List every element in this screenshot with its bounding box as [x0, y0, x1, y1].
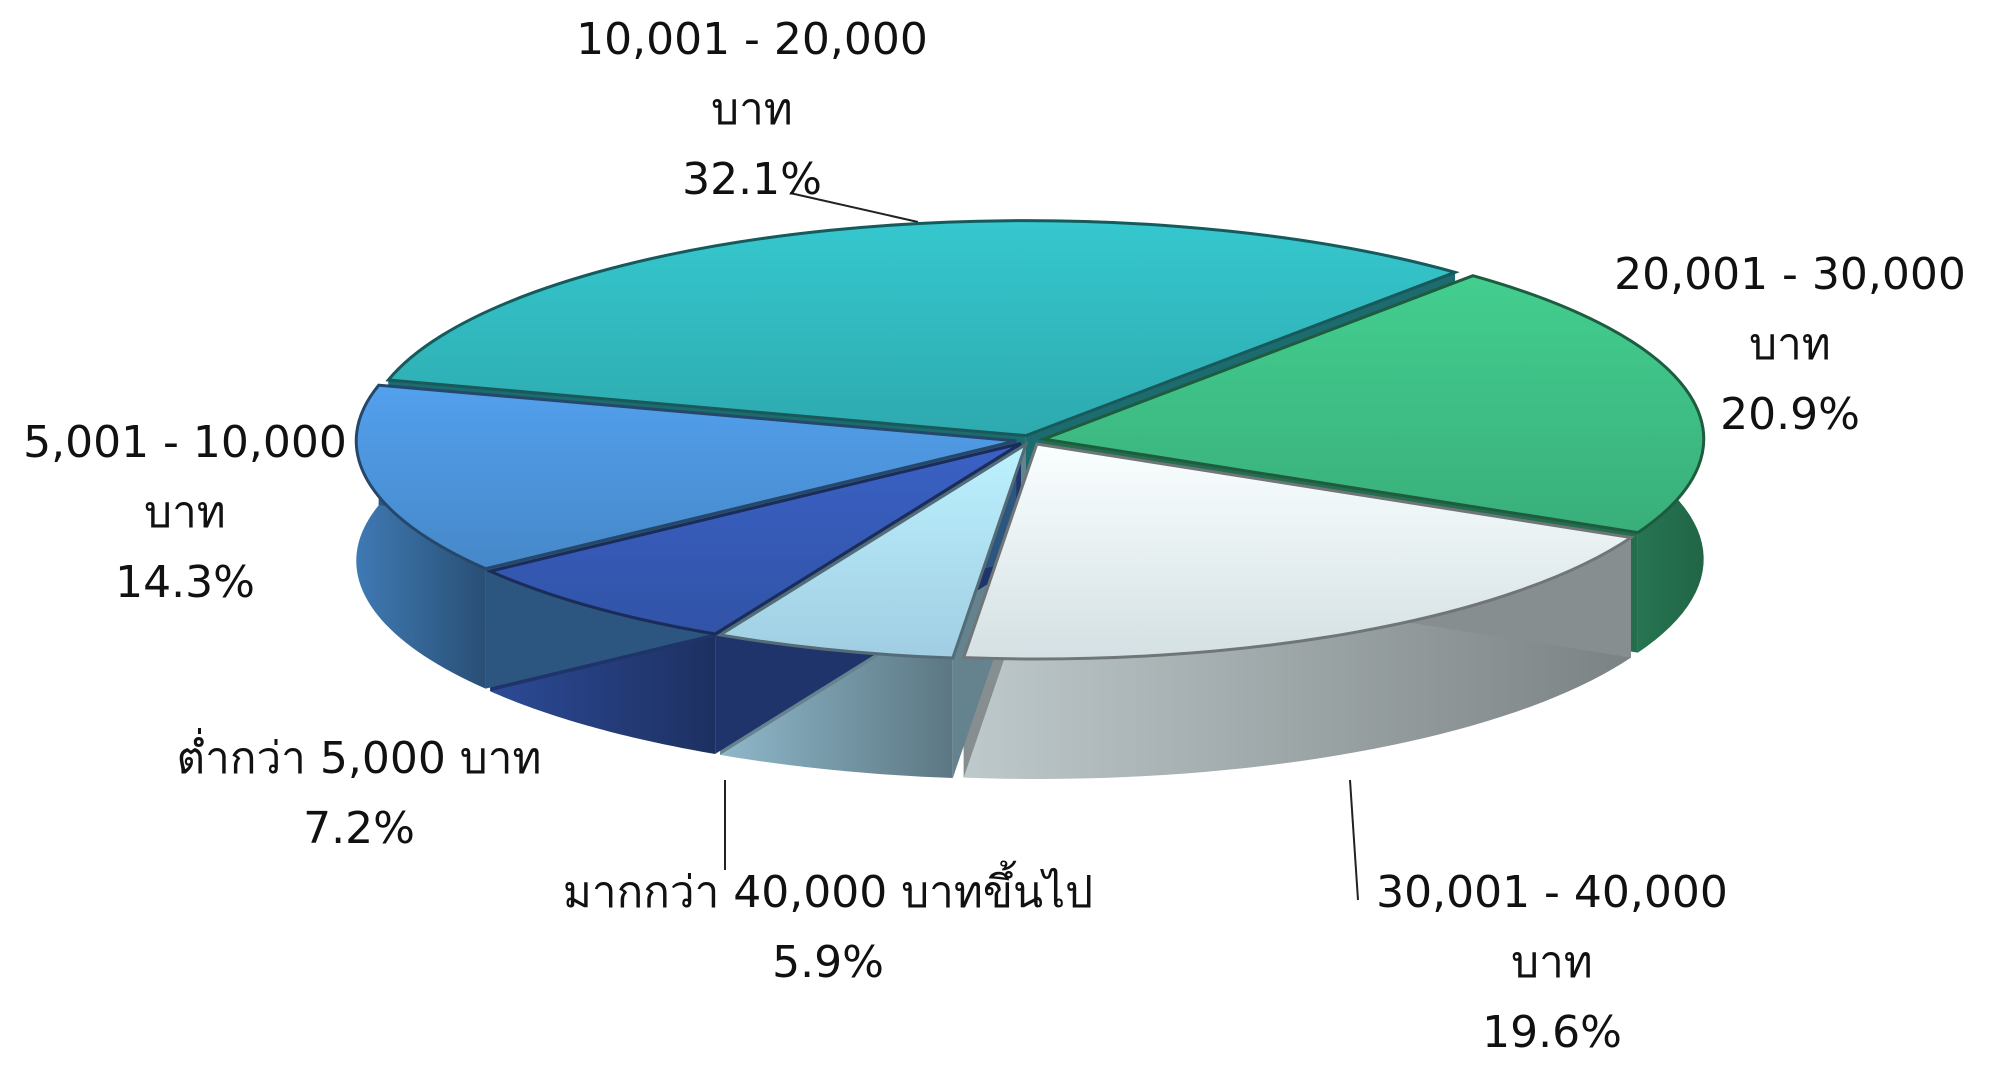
- leader-lines: [724, 192, 1359, 901]
- slice-label: 30,001 - 40,000 บาท 19.6%: [1342, 858, 1762, 1068]
- slice: [715, 440, 1029, 660]
- slice-side: [356, 385, 486, 689]
- value-label: 7.2%: [303, 803, 415, 854]
- slice: [485, 442, 1022, 636]
- leader-line: [789, 192, 919, 223]
- leader-line: [1349, 779, 1359, 901]
- value-label: 32.1%: [682, 154, 822, 205]
- value-label: 14.3%: [115, 557, 255, 608]
- slice-label: 20,001 - 30,000 บาท 20.9%: [1590, 240, 1990, 450]
- slice-label: 5,001 - 10,000 บาท 14.3%: [0, 408, 375, 618]
- value-label: 20.9%: [1720, 389, 1860, 440]
- slice: [1037, 274, 1706, 535]
- category-label: 5,001 - 10,000 บาท: [23, 417, 347, 538]
- category-label: มากกว่า 40,000 บาทขึ้นไป: [562, 867, 1094, 918]
- category-label: 10,001 - 20,000 บาท: [576, 14, 928, 135]
- slice: [385, 219, 1460, 438]
- slice-label: 10,001 - 20,000 บาท 32.1%: [542, 5, 962, 215]
- slice: [961, 442, 1635, 661]
- slice-label: ต่ำกว่า 5,000 บาท 7.2%: [159, 724, 559, 864]
- value-label: 19.6%: [1482, 1007, 1622, 1058]
- category-label: ต่ำกว่า 5,000 บาท: [176, 733, 542, 784]
- slice-side: [963, 537, 1631, 779]
- slice: [354, 383, 1017, 571]
- slice-label: มากกว่า 40,000 บาทขึ้นไป 5.9%: [548, 858, 1108, 998]
- category-label: 20,001 - 30,000 บาท: [1614, 249, 1966, 370]
- value-label: 5.9%: [772, 937, 884, 988]
- category-label: 30,001 - 40,000 บาท: [1376, 867, 1728, 988]
